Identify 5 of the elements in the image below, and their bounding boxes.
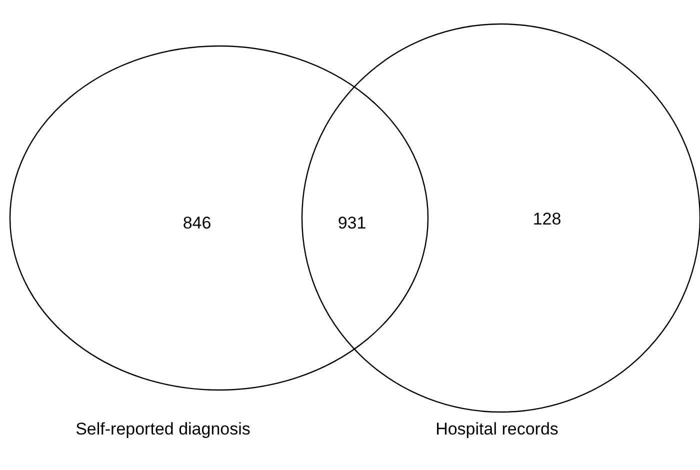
category-label: Self-reported diagnosis — [76, 419, 250, 438]
category-label: Hospital records — [436, 419, 558, 438]
data-label: 846 — [182, 213, 212, 232]
data-label: 931 — [338, 213, 366, 232]
data-label: 128 — [532, 209, 562, 228]
